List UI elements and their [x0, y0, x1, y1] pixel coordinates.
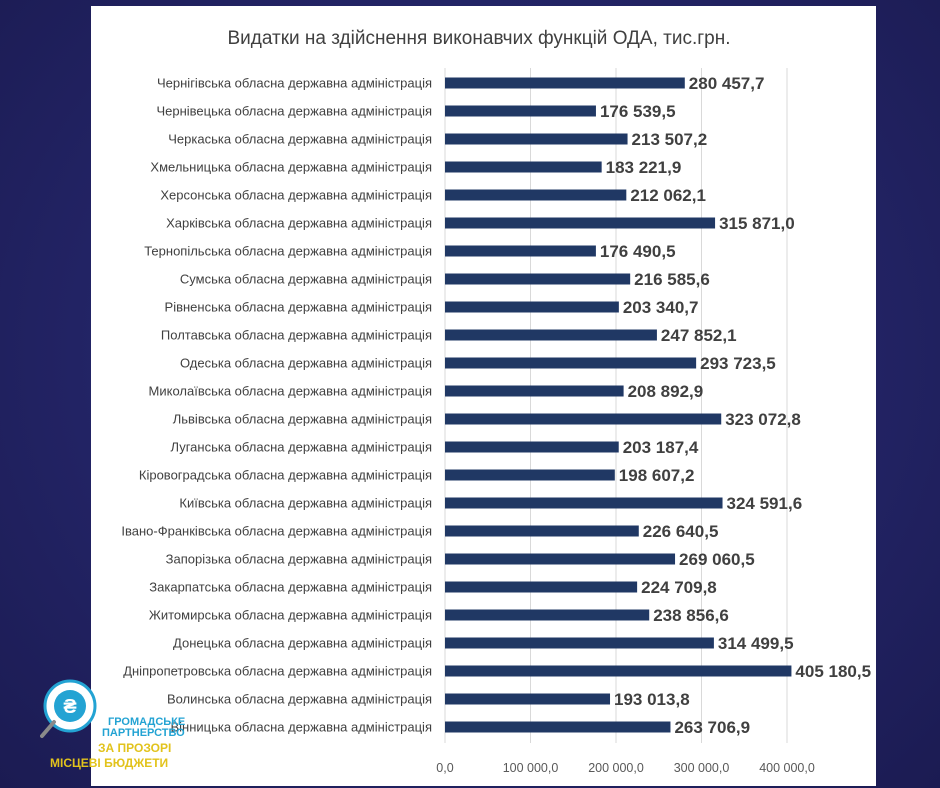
category-label-17: Запорізька обласна державна адміністраці… [166, 552, 432, 567]
bar-19 [445, 609, 650, 621]
category-label-19: Житомирська обласна державна адміністрац… [149, 608, 432, 623]
emblem-inner [54, 690, 86, 722]
bar-11 [445, 385, 624, 397]
bar-17 [445, 553, 676, 565]
bar-16 [445, 525, 639, 537]
bar-21 [445, 665, 792, 677]
value-label-4: 212 062,1 [630, 186, 706, 205]
bar-14 [445, 469, 615, 481]
value-label-18: 224 709,8 [641, 578, 717, 597]
x-tick-label-2: 200 000,0 [588, 761, 644, 775]
x-tick-label-0: 0,0 [436, 761, 453, 775]
bar-18 [445, 581, 638, 593]
value-label-13: 203 187,4 [623, 438, 699, 457]
bar-15 [445, 497, 723, 509]
value-label-7: 216 585,6 [634, 270, 710, 289]
bar-22 [445, 693, 611, 705]
category-label-6: Тернопільська обласна державна адміністр… [144, 244, 432, 259]
bar-10 [445, 357, 697, 369]
logo-line-2: ПАРТНЕРСТВО [102, 727, 185, 739]
value-label-3: 183 221,9 [606, 158, 682, 177]
category-label-16: Івано-Франківська обласна державна адмін… [121, 524, 432, 539]
category-label-21: Дніпропетровська обласна державна адміні… [123, 664, 432, 679]
value-label-0: 280 457,7 [689, 74, 765, 93]
bar-20 [445, 637, 714, 649]
bar-7 [445, 273, 631, 285]
value-label-11: 208 892,9 [628, 382, 704, 401]
value-label-22: 193 013,8 [614, 690, 690, 709]
bar-4 [445, 189, 627, 201]
bar-12 [445, 413, 722, 425]
bar-0 [445, 77, 685, 89]
value-label-6: 176 490,5 [600, 242, 676, 261]
category-label-7: Сумська обласна державна адміністрація [180, 272, 432, 287]
logo-line-3: ЗА ПРОЗОРІ [98, 741, 171, 755]
category-label-2: Черкаська обласна державна адміністрація [168, 132, 432, 147]
chart-card: Видатки на здійснення виконавчих функцій… [91, 6, 876, 786]
bar-1 [445, 105, 596, 117]
bar-3 [445, 161, 602, 173]
category-label-13: Луганська обласна державна адміністрація [171, 440, 432, 455]
bar-23 [445, 721, 671, 733]
value-label-10: 293 723,5 [700, 354, 776, 373]
value-label-1: 176 539,5 [600, 102, 676, 121]
category-label-5: Харківська обласна державна адміністраці… [166, 216, 432, 231]
x-tick-label-1: 100 000,0 [503, 761, 559, 775]
bar-2 [445, 133, 628, 145]
category-label-18: Закарпатська обласна державна адміністра… [149, 580, 432, 595]
value-label-8: 203 340,7 [623, 298, 699, 317]
category-label-10: Одеська обласна державна адміністрація [180, 356, 432, 371]
bar-5 [445, 217, 716, 229]
value-label-9: 247 852,1 [661, 326, 737, 345]
value-label-17: 269 060,5 [679, 550, 755, 569]
bar-13 [445, 441, 619, 453]
category-label-15: Київська обласна державна адміністрація [179, 496, 432, 511]
x-tick-label-4: 400 000,0 [759, 761, 815, 775]
value-label-14: 198 607,2 [619, 466, 695, 485]
value-label-20: 314 499,5 [718, 634, 794, 653]
bar-chart: Видатки на здійснення виконавчих функцій… [121, 28, 871, 775]
category-label-9: Полтавська обласна державна адміністраці… [161, 328, 432, 343]
value-label-2: 213 507,2 [632, 130, 708, 149]
x-tick-label-3: 300 000,0 [674, 761, 730, 775]
value-label-21: 405 180,5 [795, 662, 871, 681]
category-label-22: Волинська обласна державна адміністрація [167, 692, 432, 707]
bar-9 [445, 329, 657, 341]
value-label-19: 238 856,6 [653, 606, 729, 625]
category-label-20: Донецька обласна державна адміністрація [173, 636, 432, 651]
bar-6 [445, 245, 596, 257]
category-label-14: Кіровоградська обласна державна адмініст… [139, 468, 432, 483]
value-label-16: 226 640,5 [643, 522, 719, 541]
magnifier-handle-icon [40, 720, 56, 738]
value-label-15: 324 591,6 [727, 494, 803, 513]
category-label-11: Миколаївська обласна державна адміністра… [149, 384, 432, 399]
category-label-3: Хмельницька обласна державна адміністрац… [150, 160, 432, 175]
logo-line-1: ГРОМАДСЬКЕ [108, 716, 185, 728]
gromadske-partnerstvo-logo: ₴ ГРОМАДСЬКЕ ПАРТНЕРСТВО ЗА ПРОЗОРІ МІСЦ… [40, 679, 185, 770]
hryvnia-icon: ₴ [63, 696, 76, 718]
logo-line-4: МІСЦЕВІ БЮДЖЕТИ [50, 756, 168, 770]
category-label-12: Львівська обласна державна адміністрація [173, 412, 432, 427]
chart-title: Видатки на здійснення виконавчих функцій… [227, 28, 730, 49]
category-label-1: Чернівецька обласна державна адміністрац… [156, 104, 432, 119]
category-label-0: Чернігівська обласна державна адміністра… [157, 76, 432, 91]
bar-8 [445, 301, 619, 313]
category-label-8: Рівненська обласна державна адміністраці… [165, 300, 432, 315]
value-label-12: 323 072,8 [725, 410, 801, 429]
category-label-4: Херсонська обласна державна адміністраці… [160, 188, 432, 203]
value-label-5: 315 871,0 [719, 214, 795, 233]
category-label-23: Вінницька обласна державна адміністрація [170, 720, 432, 735]
value-label-23: 263 706,9 [674, 718, 750, 737]
